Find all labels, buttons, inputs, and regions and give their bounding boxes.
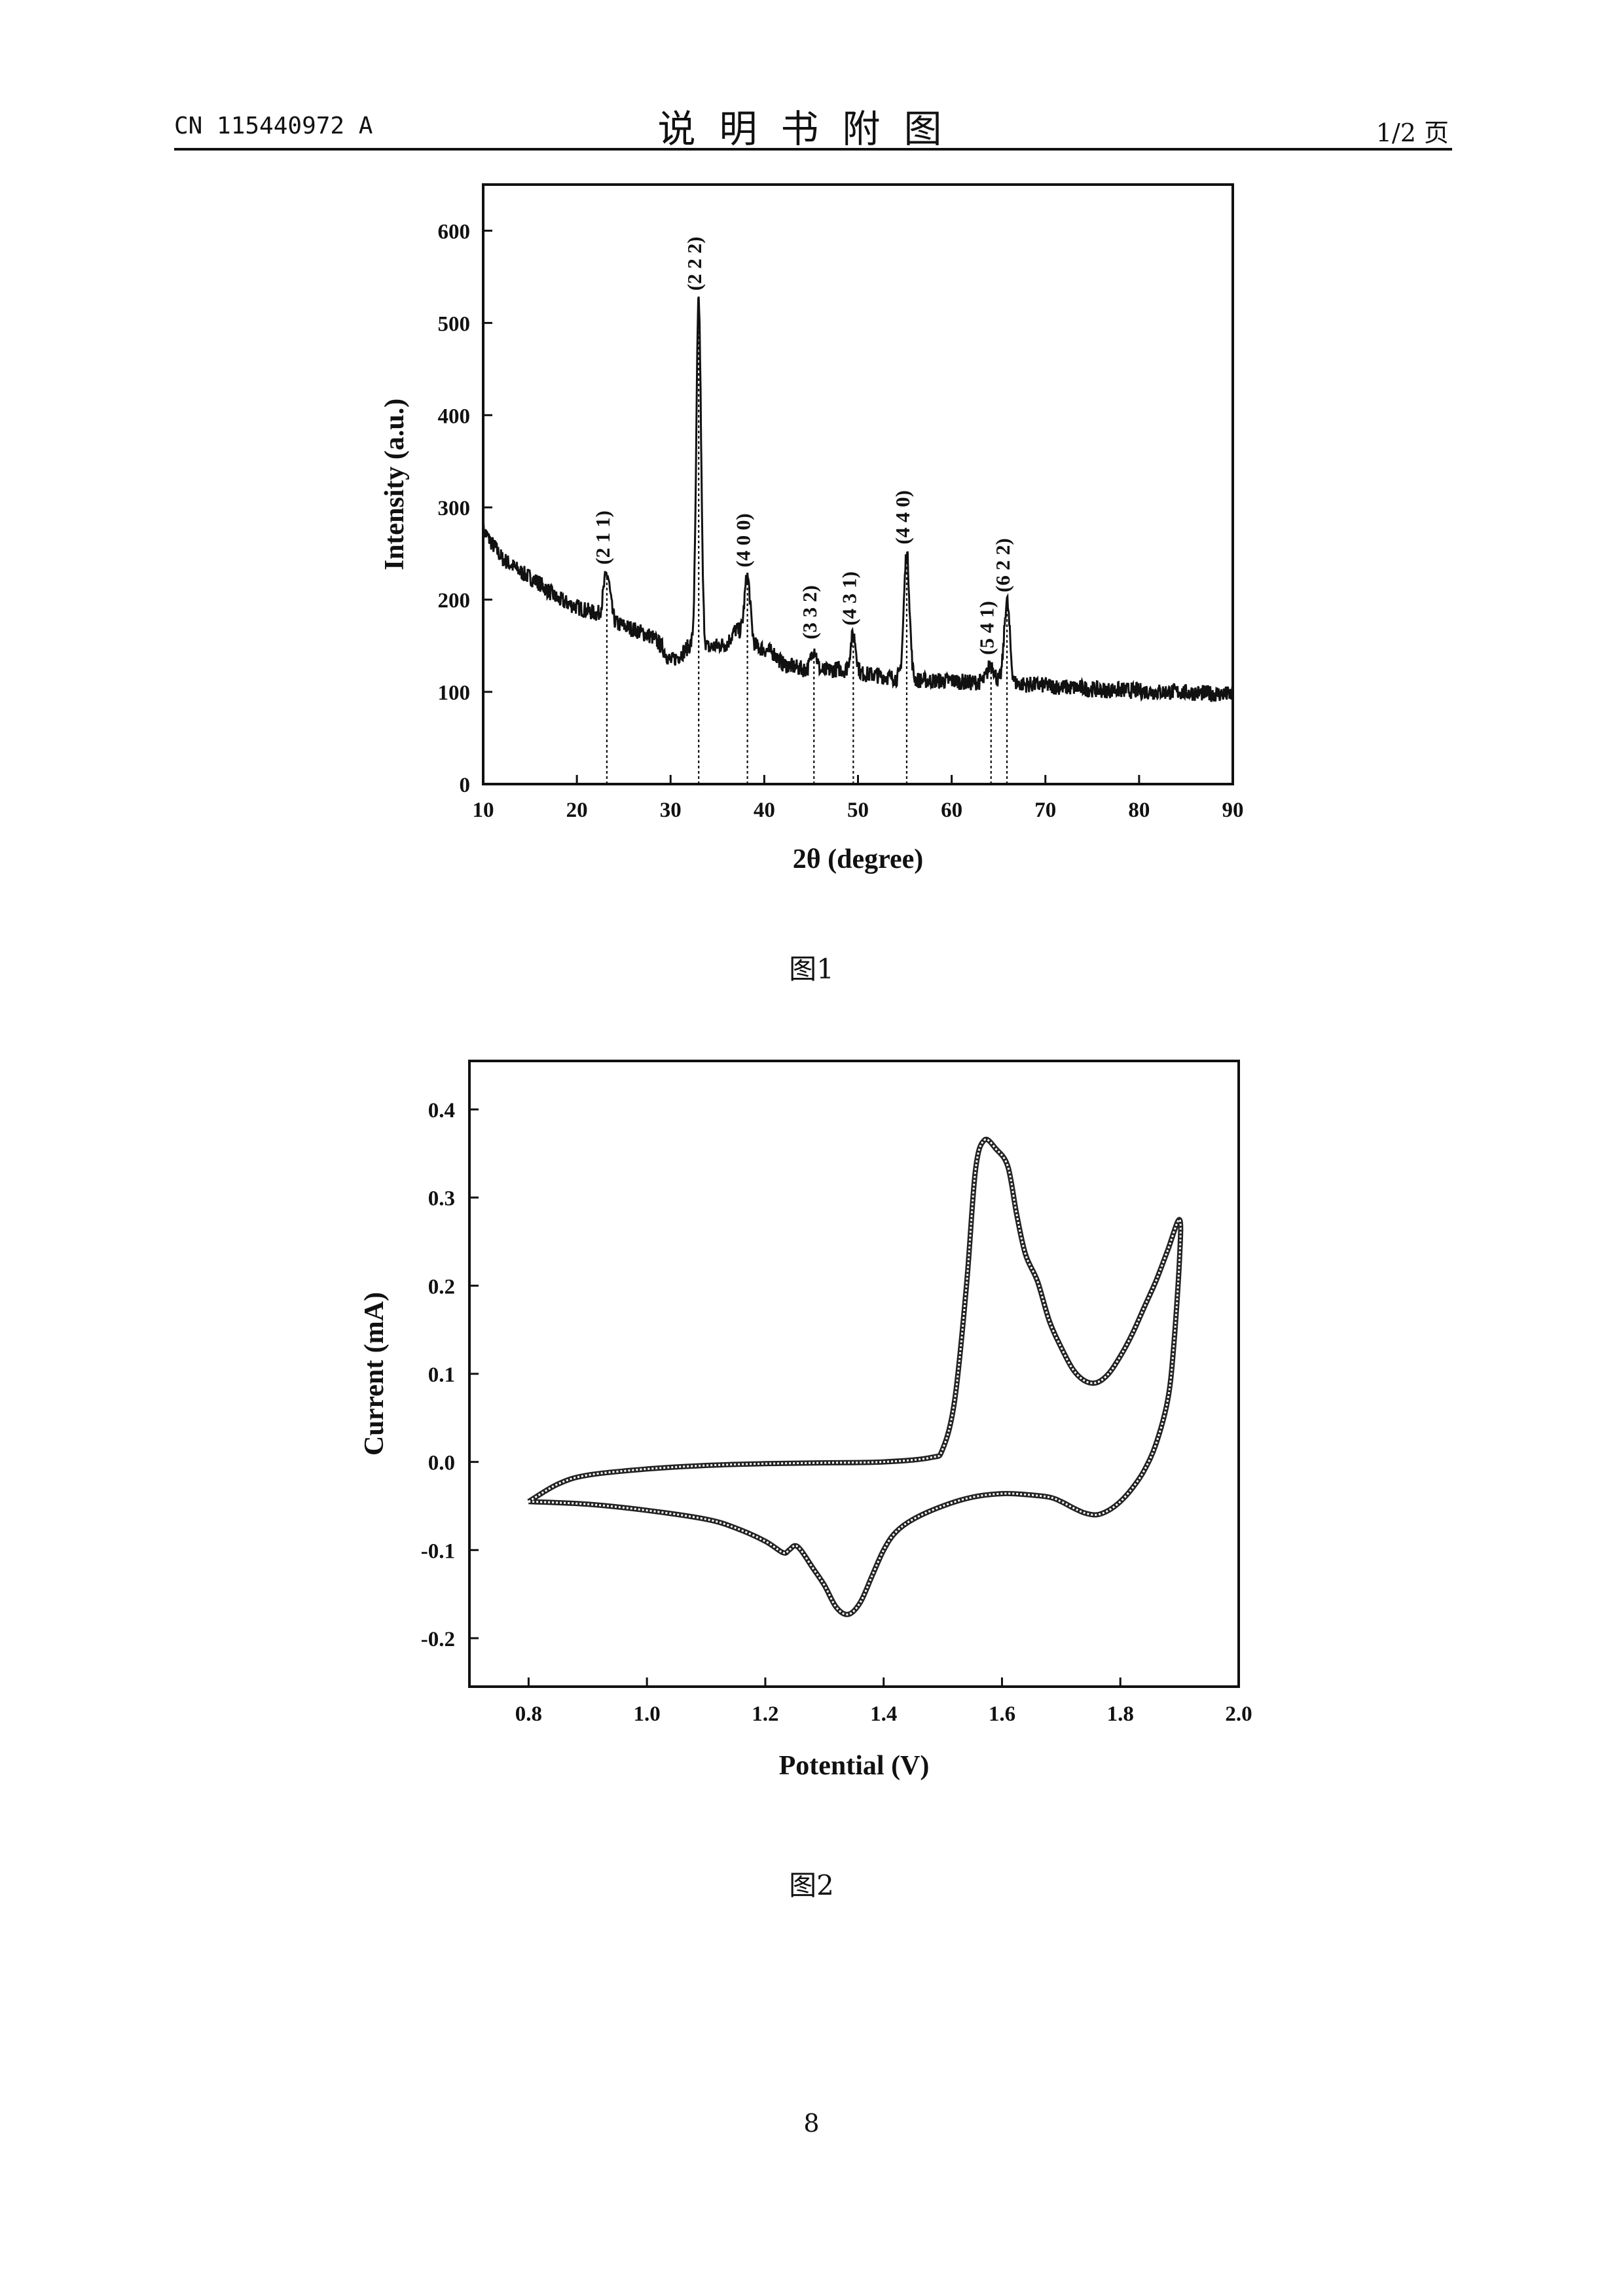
- cv-chart: 0.8 1.0 1.2 1.4 1.6 1.8 2.0 -0.2 -0.1 0.0 0.1 0.2 0.…: [359, 1060, 1252, 1781]
- x-tick-label: 50: [847, 798, 869, 822]
- y-tick-label: 0.2: [428, 1275, 455, 1299]
- y-tick-label: 100: [438, 681, 471, 705]
- x-tick-label: 90: [1222, 798, 1244, 822]
- figure-2-caption: 图2: [789, 1869, 834, 1901]
- y-tick-label: -0.2: [421, 1628, 455, 1651]
- y-tick-label: 200: [438, 589, 471, 613]
- cv-curve-hatch: [528, 1138, 1182, 1616]
- y-tick-label: 600: [438, 220, 471, 243]
- x-tick-label: 2.0: [1225, 1702, 1252, 1726]
- figure-1-caption: 图1: [789, 953, 834, 985]
- page-number: 8: [803, 2109, 820, 2138]
- x-tick-label: 60: [941, 798, 962, 822]
- x-tick-label: 1.8: [1107, 1702, 1134, 1726]
- y-tick-label: 0.1: [428, 1363, 455, 1387]
- header-rule: [174, 148, 1452, 151]
- xrd-pattern-line: [482, 296, 1234, 702]
- peak-label: (6 2 2): [991, 538, 1014, 592]
- x-axis-label: Potential (V): [779, 1751, 930, 1781]
- x-tick-label: 80: [1128, 798, 1150, 822]
- y-tick-label: 500: [438, 312, 471, 336]
- x-tick-label: 1.6: [989, 1702, 1015, 1726]
- y-tick-label: 0.3: [428, 1187, 455, 1211]
- y-axis-label: Current (mA): [359, 1292, 390, 1456]
- x-tick-label: 10: [473, 798, 494, 822]
- page-indicator: 1/2 页: [1376, 118, 1449, 147]
- peak-label: (3 3 2): [798, 585, 821, 639]
- y-axis-label: Intensity (a.u.): [380, 399, 410, 571]
- peak-label: (4 4 0): [891, 490, 914, 545]
- y-tick-label: 0.0: [428, 1452, 455, 1475]
- peak-label: (2 2 2): [683, 236, 706, 291]
- x-tick-label: 1.0: [634, 1702, 661, 1726]
- x-tick-label: 30: [660, 798, 682, 822]
- peak-label: (4 3 1): [837, 571, 860, 626]
- peak-label: (5 4 1): [976, 601, 998, 655]
- y-tick-label: 400: [438, 404, 471, 428]
- y-tick-label: -0.1: [421, 1539, 455, 1563]
- peak-label: (4 0 0): [732, 513, 755, 567]
- section-title: 说明书附图: [657, 107, 966, 151]
- y-tick-label: 300: [438, 497, 471, 520]
- x-tick-label: 20: [566, 798, 588, 822]
- x-axis-label: 2θ (degree): [793, 844, 924, 874]
- y-tick-label: 0: [460, 774, 471, 797]
- publication-number: CN 115440972 A: [174, 113, 373, 139]
- peak-label: (2 1 1): [591, 511, 614, 565]
- plot-frame: [468, 1060, 1240, 1688]
- x-tick-label: 70: [1034, 798, 1056, 822]
- x-tick-label: 1.4: [870, 1702, 897, 1726]
- xrd-chart: 10 20 30 40 50 60 70 80 90 0 100 200 300 400 500 600 2θ …: [380, 183, 1244, 874]
- x-tick-label: 1.2: [752, 1702, 778, 1726]
- x-tick-label: 0.8: [515, 1702, 542, 1726]
- y-tick-label: 0.4: [428, 1099, 455, 1122]
- x-tick-label: 40: [754, 798, 775, 822]
- cv-curve-outline: [527, 1136, 1184, 1617]
